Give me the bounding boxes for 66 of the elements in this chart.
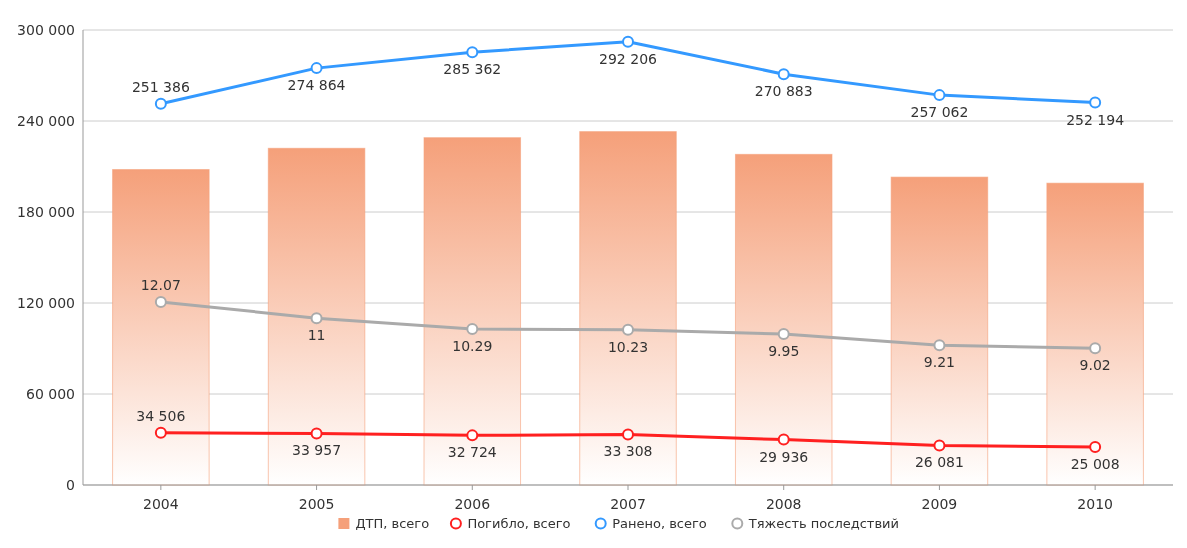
- point: [622, 323, 634, 336]
- x-tick-label: 2010: [1077, 496, 1113, 512]
- point: [1089, 441, 1102, 454]
- bar: [579, 131, 677, 486]
- bar: [423, 137, 522, 486]
- data-label: 252 194: [1066, 111, 1125, 128]
- point: [154, 426, 167, 439]
- data-label: 32 724: [447, 444, 497, 461]
- x-tick-label: 2004: [143, 496, 179, 512]
- data-label: 9.21: [923, 354, 956, 371]
- data-label: 285 362: [443, 61, 502, 78]
- legend-label: Ранено, всего: [612, 516, 707, 531]
- y-tick-label: 240 000: [17, 112, 75, 129]
- point: [466, 322, 479, 335]
- x-tick-label: 2005: [298, 496, 335, 512]
- bar: [112, 169, 210, 486]
- x-tick-label: 2009: [921, 496, 958, 512]
- point: [777, 328, 790, 341]
- bar: [1046, 182, 1144, 486]
- point: [933, 439, 946, 452]
- legend-label: Тяжесть последствий: [747, 516, 899, 531]
- point: [777, 68, 790, 81]
- point: [622, 35, 634, 48]
- data-label: 257 062: [910, 104, 969, 121]
- point: [933, 89, 946, 102]
- data-label: 10.23: [607, 338, 649, 355]
- data-label: 25 008: [1070, 456, 1120, 473]
- legend-label: Погибло, всего: [467, 516, 571, 531]
- point: [1089, 342, 1102, 355]
- y-tick-label: 180 000: [17, 203, 75, 220]
- x-tick-label: 2006: [454, 496, 491, 512]
- x-tick-label: 2008: [765, 496, 802, 512]
- data-label: 251 386: [131, 78, 190, 95]
- bar: [734, 153, 833, 486]
- data-label: 9.02: [1079, 357, 1111, 374]
- data-label: 10.29: [452, 337, 493, 354]
- point: [622, 428, 634, 441]
- point: [310, 427, 323, 440]
- data-label: 26 081: [914, 454, 964, 471]
- point: [466, 429, 479, 442]
- y-tick-label: 120 000: [17, 294, 75, 311]
- bar: [890, 176, 989, 486]
- point: [154, 295, 167, 308]
- data-label: 29 936: [759, 448, 809, 465]
- point: [1089, 96, 1102, 109]
- data-label: 274 864: [287, 77, 346, 94]
- point: [933, 339, 946, 352]
- point: [310, 62, 323, 75]
- data-label: 33 957: [292, 442, 342, 459]
- data-label: 292 206: [599, 50, 658, 67]
- y-tick-label: 0: [66, 476, 75, 493]
- point: [310, 312, 323, 325]
- data-label: 12.07: [140, 276, 181, 293]
- x-tick-label: 2007: [610, 496, 646, 512]
- data-label: 34 506: [136, 407, 186, 424]
- y-tick-label: 60 000: [26, 385, 75, 402]
- bar: [267, 147, 366, 486]
- data-label: 33 308: [603, 443, 653, 460]
- data-label: 11: [307, 327, 326, 344]
- y-tick-label: 300 000: [17, 21, 75, 38]
- legend-label: ДТП, всего: [355, 516, 430, 531]
- data-label: 9.95: [768, 343, 800, 360]
- data-label: 270 883: [754, 83, 813, 100]
- point: [777, 433, 790, 446]
- point: [154, 97, 167, 110]
- point: [466, 46, 479, 59]
